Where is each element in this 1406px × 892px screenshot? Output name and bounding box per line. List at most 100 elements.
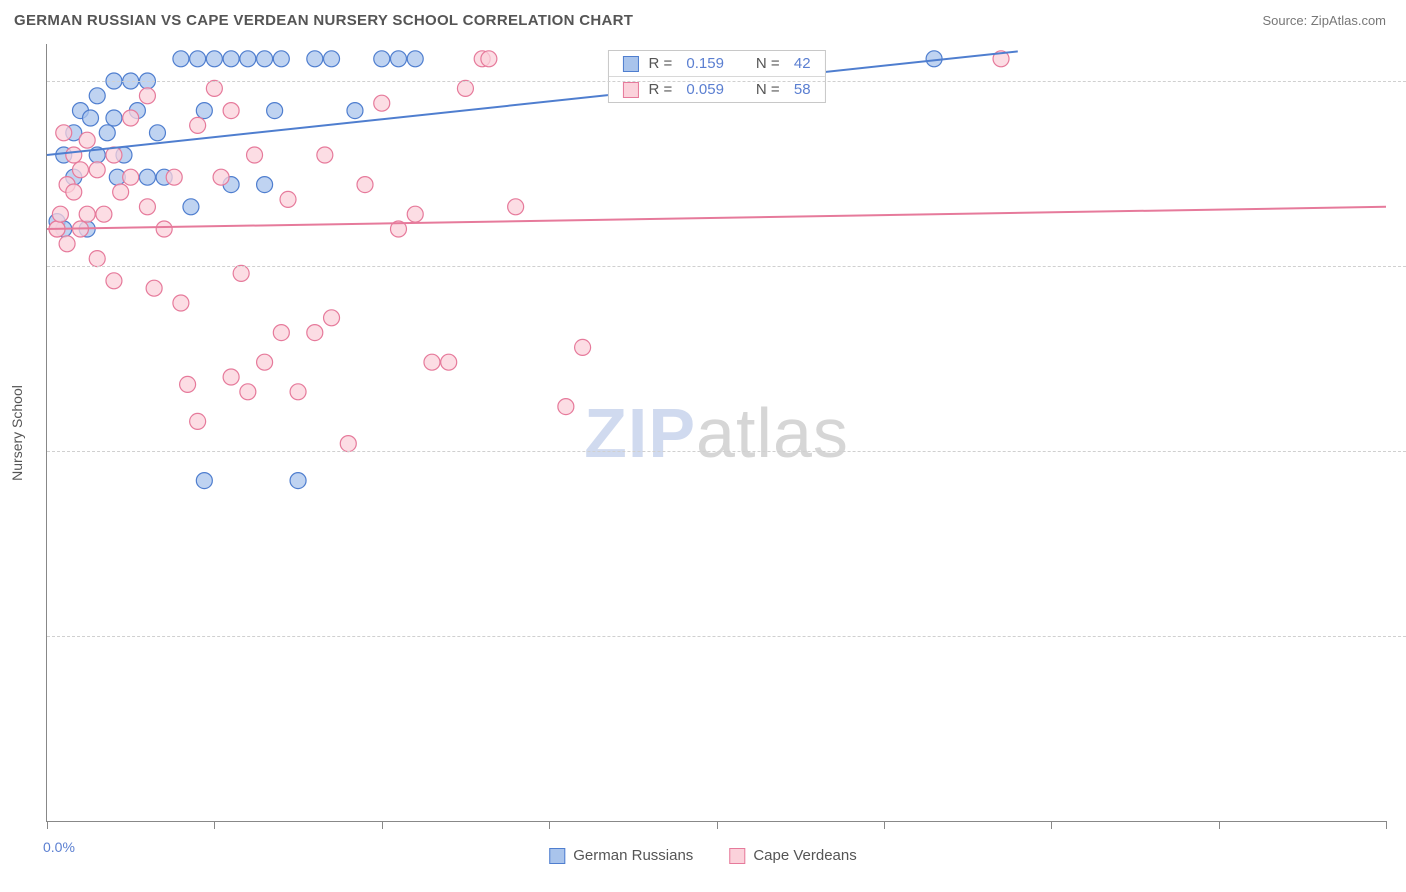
data-point	[240, 51, 256, 67]
x-tick	[1386, 821, 1387, 829]
data-point	[240, 384, 256, 400]
data-point	[273, 51, 289, 67]
x-tick	[1219, 821, 1220, 829]
data-point	[374, 95, 390, 111]
plot-area: Nursery School ZIPatlas R = 0.159N = 42R…	[46, 44, 1386, 822]
data-point	[180, 376, 196, 392]
data-point	[166, 169, 182, 185]
data-point	[206, 51, 222, 67]
legend-swatch	[622, 56, 638, 72]
data-point	[390, 51, 406, 67]
data-point	[156, 221, 172, 237]
data-point	[213, 169, 229, 185]
data-point	[247, 147, 263, 163]
data-point	[290, 384, 306, 400]
data-point	[96, 206, 112, 222]
data-point	[173, 51, 189, 67]
stat-r-value: 0.159	[682, 55, 724, 72]
data-point	[66, 147, 82, 163]
data-point	[83, 110, 99, 126]
legend-item: German Russians	[549, 847, 693, 864]
gridline	[47, 266, 1406, 267]
stat-r-value: 0.059	[682, 81, 724, 98]
stats-row: R = 0.159 N = 42	[608, 51, 824, 77]
stat-n-value: 42	[790, 55, 811, 72]
data-point	[66, 184, 82, 200]
data-point	[206, 80, 222, 96]
trend-line	[47, 207, 1386, 229]
data-point	[106, 110, 122, 126]
stat-n-value: 58	[790, 81, 811, 98]
data-point	[374, 51, 390, 67]
data-point	[139, 169, 155, 185]
data-point	[190, 51, 206, 67]
x-tick	[214, 821, 215, 829]
data-point	[59, 236, 75, 252]
legend-label: German Russians	[573, 847, 693, 864]
data-point	[324, 51, 340, 67]
data-point	[223, 103, 239, 119]
data-point	[324, 310, 340, 326]
legend-item: Cape Verdeans	[729, 847, 856, 864]
data-point	[56, 125, 72, 141]
data-point	[146, 280, 162, 296]
chart-title: GERMAN RUSSIAN VS CAPE VERDEAN NURSERY S…	[14, 12, 633, 29]
data-point	[481, 51, 497, 67]
data-point	[307, 51, 323, 67]
legend-label: Cape Verdeans	[753, 847, 856, 864]
data-point	[196, 473, 212, 489]
bottom-legend: German Russians Cape Verdeans	[549, 847, 856, 864]
stat-n-label: N =	[756, 55, 780, 72]
data-point	[190, 117, 206, 133]
gridline	[47, 451, 1406, 452]
x-tick	[549, 821, 550, 829]
data-point	[357, 177, 373, 193]
legend-swatch	[622, 82, 638, 98]
data-point	[257, 354, 273, 370]
data-point	[52, 206, 68, 222]
x-tick	[884, 821, 885, 829]
data-point	[307, 325, 323, 341]
data-point	[317, 147, 333, 163]
legend-swatch	[729, 848, 745, 864]
data-point	[196, 103, 212, 119]
gridline	[47, 81, 1406, 82]
data-point	[407, 51, 423, 67]
data-point	[173, 295, 189, 311]
gridline	[47, 636, 1406, 637]
stat-r-label: R =	[648, 55, 672, 72]
data-point	[407, 206, 423, 222]
x-tick	[717, 821, 718, 829]
scatter-svg	[47, 44, 1386, 821]
data-point	[123, 110, 139, 126]
data-point	[89, 251, 105, 267]
stat-n-label: N =	[756, 81, 780, 98]
data-point	[149, 125, 165, 141]
data-point	[558, 399, 574, 415]
data-point	[79, 206, 95, 222]
x-min-label: 0.0%	[43, 839, 75, 855]
data-point	[441, 354, 457, 370]
data-point	[99, 125, 115, 141]
data-point	[233, 265, 249, 281]
data-point	[113, 184, 129, 200]
data-point	[190, 413, 206, 429]
x-tick	[382, 821, 383, 829]
x-tick	[1051, 821, 1052, 829]
data-point	[347, 103, 363, 119]
data-point	[273, 325, 289, 341]
data-point	[72, 162, 88, 178]
data-point	[424, 354, 440, 370]
data-point	[89, 162, 105, 178]
data-point	[79, 132, 95, 148]
data-point	[257, 177, 273, 193]
legend-swatch	[549, 848, 565, 864]
stats-box: R = 0.159 N = 42 R = 0.059 N = 58	[607, 50, 825, 103]
stat-r-label: R =	[648, 81, 672, 98]
data-point	[280, 191, 296, 207]
source-label: Source: ZipAtlas.com	[1262, 13, 1386, 28]
data-point	[89, 88, 105, 104]
data-point	[183, 199, 199, 215]
data-point	[267, 103, 283, 119]
y-axis-title: Nursery School	[9, 385, 25, 481]
